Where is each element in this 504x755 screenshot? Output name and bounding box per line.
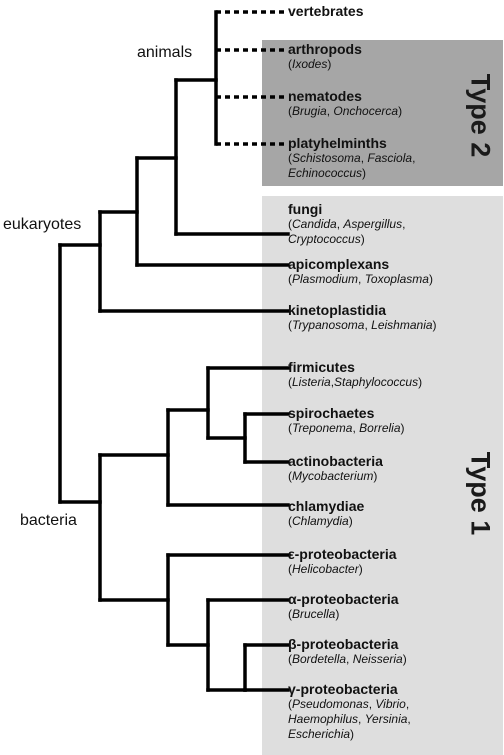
- taxon-apicomplexans: apicomplexans (Plasmodium, Toxoplasma): [288, 257, 433, 287]
- taxon-firmicutes: firmicutes (Listeria,Staphylococcus): [288, 360, 422, 390]
- taxon-beta-proteobacteria: β-proteobacteria (Bordetella, Neisseria): [288, 637, 407, 667]
- type1-region: [262, 196, 503, 755]
- taxon-examples: (Brugia, Onchocerca): [288, 104, 403, 118]
- taxon-name: chlamydiae: [288, 498, 365, 514]
- group-label-animals: animals: [137, 44, 193, 61]
- taxon-gamma-proteobacteria: γ-proteobacteria (Pseudomonas, Vibrio, H…: [288, 682, 411, 742]
- taxon-platyhelminths: platyhelminths (Schistosoma, Fasciola, E…: [288, 136, 415, 181]
- taxon-name: apicomplexans: [288, 256, 390, 272]
- taxon-examples: (Listeria,Staphylococcus): [288, 375, 423, 389]
- taxon-name: platyhelminths: [288, 135, 387, 151]
- taxon-name: nematodes: [288, 88, 362, 104]
- taxon-name: kinetoplastidia: [288, 302, 387, 318]
- taxon-name: actinobacteria: [288, 453, 383, 469]
- taxon-name: firmicutes: [288, 359, 355, 375]
- taxon-name: β-proteobacteria: [288, 636, 399, 652]
- taxon-examples: (Helicobacter): [288, 562, 363, 576]
- taxon-examples: (Trypanosoma, Leishmania): [288, 318, 437, 332]
- taxon-chlamydiae: chlamydiae (Chlamydia): [288, 499, 364, 529]
- taxon-kinetoplastidia: kinetoplastidia (Trypanosoma, Leishmania…: [288, 303, 437, 333]
- taxon-fungi: fungi (Candida, Aspergillus, Cryptococcu…: [288, 202, 405, 247]
- taxon-name: α-proteobacteria: [288, 591, 399, 607]
- taxon-alpha-proteobacteria: α-proteobacteria (Brucella): [288, 592, 399, 622]
- taxon-examples: (Bordetella, Neisseria): [288, 652, 407, 666]
- type1-label: Type 1: [465, 451, 496, 536]
- taxon-examples: (Plasmodium, Toxoplasma): [288, 272, 433, 286]
- taxon-examples: (Candida, Aspergillus, Cryptococcus): [288, 217, 406, 246]
- taxon-name: vertebrates: [288, 3, 364, 19]
- taxon-examples: (Treponema, Borrelia): [288, 421, 405, 435]
- taxon-name: arthropods: [288, 41, 362, 57]
- taxon-nematodes: nematodes (Brugia, Onchocerca): [288, 89, 402, 119]
- type2-label: Type 2: [465, 73, 496, 158]
- taxon-name: γ-proteobacteria: [288, 681, 398, 697]
- taxon-name: fungi: [288, 201, 323, 217]
- group-label-eukaryotes: eukaryotes: [3, 216, 82, 233]
- taxon-examples: (Pseudomonas, Vibrio, Haemophilus, Yersi…: [288, 697, 411, 741]
- taxon-name: ε-proteobacteria: [288, 546, 397, 562]
- taxon-epsilon-proteobacteria: ε-proteobacteria (Helicobacter): [288, 547, 397, 577]
- type2-region: [262, 40, 503, 186]
- taxon-actinobacteria: actinobacteria (Mycobacterium): [288, 454, 383, 484]
- taxon-name: spirochaetes: [288, 405, 375, 421]
- group-label-bacteria: bacteria: [20, 512, 77, 529]
- taxon-examples: (Schistosoma, Fasciola, Echinococcus): [288, 151, 416, 180]
- taxon-examples: (Ixodes): [288, 57, 332, 71]
- taxon-examples: (Mycobacterium): [288, 469, 378, 483]
- taxon-vertebrates: vertebrates: [288, 4, 364, 19]
- taxon-examples: (Chlamydia): [288, 514, 353, 528]
- taxon-examples: (Brucella): [288, 607, 340, 621]
- taxon-spirochaetes: spirochaetes (Treponema, Borrelia): [288, 406, 405, 436]
- taxon-arthropods: arthropods (Ixodes): [288, 42, 362, 72]
